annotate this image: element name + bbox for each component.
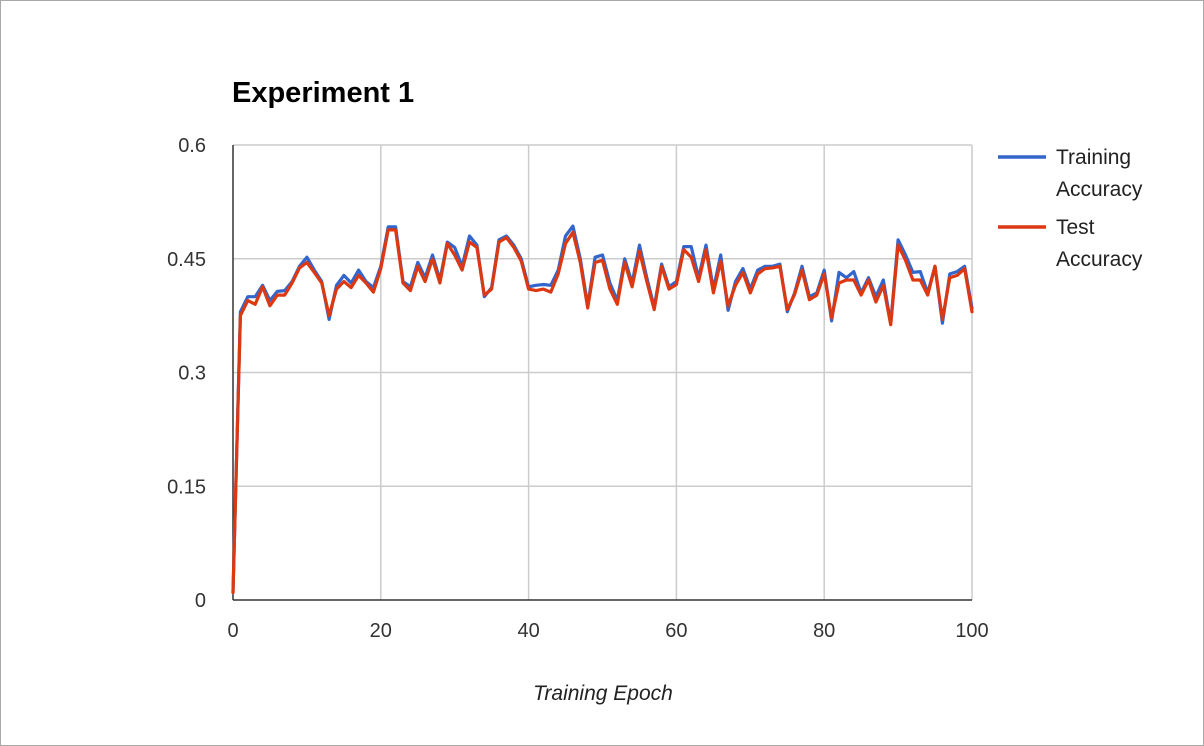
x-tick-label: 40 <box>517 620 539 642</box>
axes <box>232 145 972 601</box>
y-tick-label: 0.3 <box>178 363 206 385</box>
series-line-training-accuracy <box>231 224 974 595</box>
x-axis-label: Training Epoch <box>533 682 673 705</box>
x-axis-ticks: 0 20 40 60 80 100 <box>227 620 988 642</box>
x-tick-label: 60 <box>665 620 687 642</box>
x-tick-label: 20 <box>370 620 392 642</box>
y-axis-ticks: 0 0.15 0.3 0.45 0.6 <box>167 135 206 612</box>
x-tick-label: 80 <box>813 620 835 642</box>
y-tick-label: 0.6 <box>178 135 206 157</box>
series-line-test-accuracy <box>231 228 974 595</box>
x-tick-label: 0 <box>227 620 238 642</box>
legend-label-training-accuracy: Training Accuracy <box>1056 146 1143 201</box>
y-tick-label: 0.15 <box>167 476 206 498</box>
grid <box>233 144 973 600</box>
x-tick-label: 100 <box>955 620 988 642</box>
legend: Training Accuracy Test Accuracy <box>998 146 1143 271</box>
legend-label-test-accuracy: Test Accuracy <box>1056 216 1143 271</box>
y-tick-label: 0.45 <box>167 249 206 271</box>
chart-title: Experiment 1 <box>232 77 414 109</box>
y-tick-label: 0 <box>195 590 206 612</box>
series-group <box>231 224 974 595</box>
